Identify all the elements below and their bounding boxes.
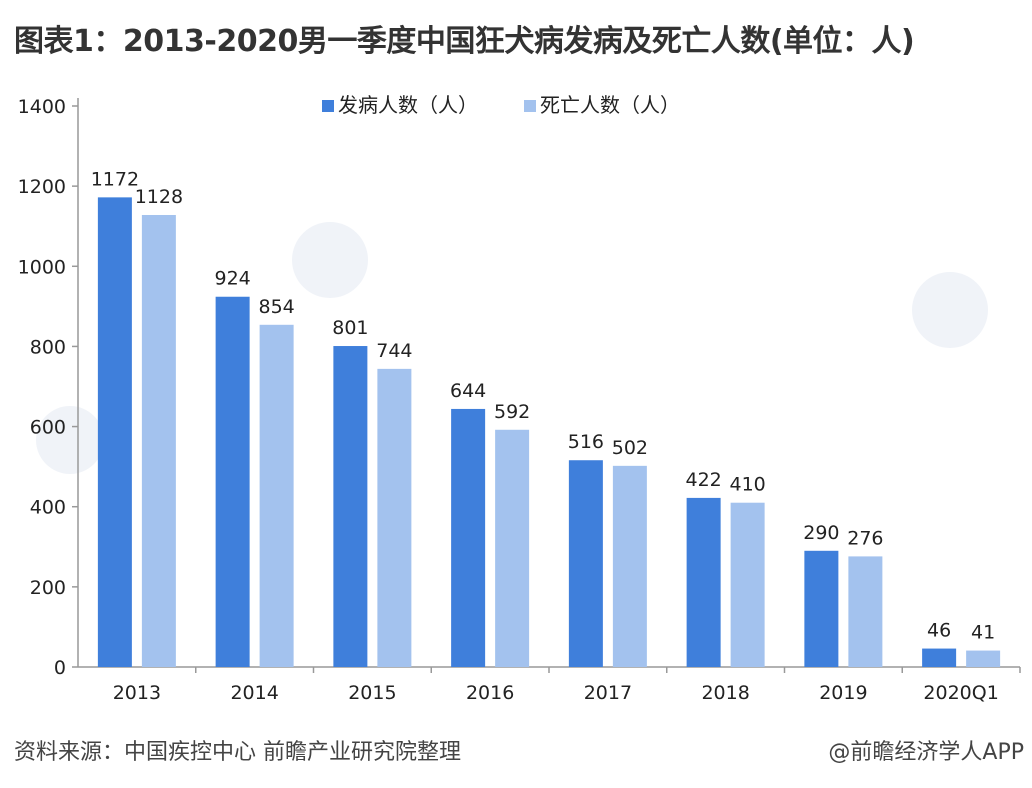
data-label: 516 <box>568 431 604 453</box>
bar-deaths <box>966 650 1001 667</box>
bar-deaths <box>377 368 412 667</box>
footer: 资料来源：中国疾控中心 前瞻产业研究院整理 @前瞻经济学人APP <box>14 734 1024 774</box>
x-tick-label: 2020Q1 <box>923 682 998 704</box>
data-label: 46 <box>927 620 951 642</box>
y-tick-label: 1400 <box>18 96 66 118</box>
data-label: 502 <box>612 437 648 459</box>
y-tick-label: 600 <box>30 417 66 439</box>
x-tick-label: 2015 <box>348 682 396 704</box>
bar-deaths <box>848 556 883 667</box>
x-tick-label: 2016 <box>466 682 514 704</box>
y-tick-label: 0 <box>54 657 66 679</box>
data-source-note: 资料来源：中国疾控中心 前瞻产业研究院整理 <box>14 740 461 765</box>
bar-incidence <box>804 550 839 667</box>
data-label: 41 <box>971 622 995 644</box>
data-label: 854 <box>258 296 294 318</box>
data-label: 422 <box>685 469 721 491</box>
bar-deaths <box>612 465 647 667</box>
legend-label: 死亡人数（人） <box>540 93 680 117</box>
legend-swatch <box>524 100 536 112</box>
x-tick-label: 2017 <box>584 682 632 704</box>
bar-deaths <box>259 324 294 667</box>
data-label: 592 <box>494 401 530 423</box>
data-label: 801 <box>332 317 368 339</box>
x-tick-label: 2019 <box>819 682 867 704</box>
bar-incidence <box>922 648 957 667</box>
y-tick-label: 800 <box>30 336 66 358</box>
bar-deaths <box>730 502 765 667</box>
data-label: 290 <box>803 522 839 544</box>
x-tick-label: 2018 <box>701 682 749 704</box>
bar-incidence <box>451 408 486 667</box>
y-tick-label: 1200 <box>18 176 66 198</box>
x-tick-label: 2014 <box>230 682 278 704</box>
bar-deaths <box>141 214 176 667</box>
y-tick-label: 1000 <box>18 256 66 278</box>
data-label: 276 <box>847 527 883 549</box>
y-tick-label: 400 <box>30 497 66 519</box>
bar-deaths <box>495 429 530 667</box>
bar-incidence <box>215 296 250 667</box>
bar-incidence <box>568 460 603 667</box>
bar-incidence <box>333 346 368 667</box>
bar-incidence <box>97 197 132 667</box>
data-label: 744 <box>376 340 412 362</box>
x-tick-label: 2013 <box>113 682 161 704</box>
chart-title: 图表1：2013-2020男一季度中国狂犬病发病及死亡人数(单位：人) <box>14 24 915 59</box>
bar-incidence <box>686 497 721 667</box>
legend-label: 发病人数（人） <box>338 93 478 117</box>
data-label: 1128 <box>135 186 183 208</box>
data-label: 1172 <box>91 168 139 190</box>
brand-credit: @前瞻经济学人APP <box>828 740 1024 765</box>
y-tick-label: 200 <box>30 577 66 599</box>
legend-swatch <box>322 100 334 112</box>
data-label: 924 <box>214 268 250 290</box>
data-label: 410 <box>729 474 765 496</box>
data-label: 644 <box>450 380 486 402</box>
